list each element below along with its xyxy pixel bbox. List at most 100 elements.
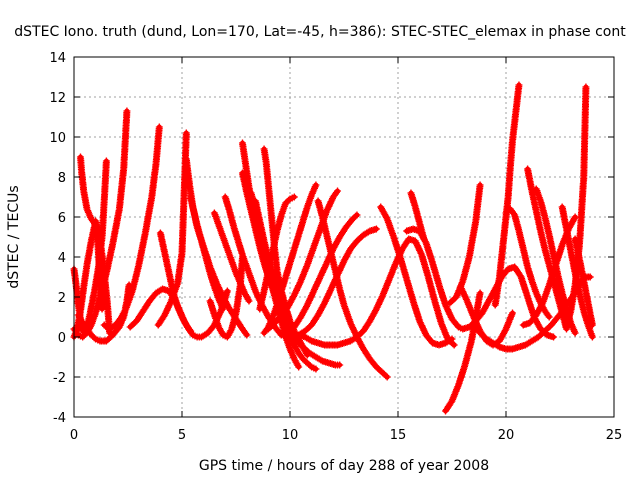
marker-trail: [140, 298, 153, 314]
marker-trail: [423, 332, 435, 346]
marker-trail: [511, 213, 522, 233]
series-5: [81, 157, 110, 337]
marker-trail: [550, 253, 561, 277]
marker-trail: [330, 235, 343, 251]
marker-trail: [447, 294, 459, 306]
marker-trail: [296, 351, 306, 361]
marker-trail: [491, 340, 502, 350]
marker-trail: [412, 205, 423, 225]
data-point: [327, 285, 335, 293]
y-tick-label: -4: [53, 411, 66, 426]
x-axis-label: GPS time / hours of day 288 of year 2008: [199, 458, 489, 474]
data-point: [213, 279, 221, 287]
marker-trail: [215, 297, 226, 311]
y-tick-label: 12: [49, 91, 66, 106]
marker-trail: [102, 322, 111, 332]
marker-trail: [142, 195, 155, 235]
marker-trail: [266, 320, 278, 332]
marker-trail: [287, 347, 298, 361]
marker-trail: [98, 199, 108, 239]
marker-trail: [288, 194, 296, 202]
marker-trail: [220, 295, 233, 311]
marker-trail: [315, 199, 326, 219]
marker-trail: [350, 212, 359, 222]
marker-trail: [442, 303, 455, 321]
marker-trail: [78, 169, 87, 193]
marker-trail: [459, 255, 473, 283]
marker-trail: [533, 209, 544, 233]
marker-trail: [342, 338, 353, 346]
marker-trail: [240, 327, 250, 337]
marker-trail: [542, 322, 554, 334]
marker-trail: [546, 263, 557, 283]
marker-trail: [211, 285, 222, 301]
marker-trail: [429, 261, 443, 287]
data-series: [70, 81, 596, 415]
marker-trail: [512, 83, 523, 115]
marker-trail: [412, 239, 425, 257]
marker-trail: [348, 238, 360, 252]
marker-trail: [84, 327, 94, 337]
marker-trail: [248, 209, 259, 231]
marker-trail: [541, 215, 553, 237]
marker-trail: [228, 311, 240, 331]
marker-trail: [71, 327, 81, 337]
marker-trail: [291, 279, 304, 297]
marker-trail: [269, 229, 281, 253]
marker-trail: [183, 157, 193, 187]
marker-trail: [457, 285, 470, 303]
data-point: [321, 299, 329, 307]
marker-trail: [527, 312, 539, 326]
marker-trail: [509, 111, 519, 143]
marker-trail: [524, 295, 538, 319]
marker-trail: [252, 227, 263, 249]
marker-trail: [332, 269, 343, 291]
marker-trail: [114, 315, 124, 325]
marker-trail: [83, 311, 94, 329]
marker-trail: [319, 215, 330, 237]
marker-trail: [580, 279, 592, 305]
marker-trail: [425, 275, 438, 303]
marker-trail: [109, 207, 123, 245]
marker-trail: [443, 336, 454, 346]
marker-trail: [262, 161, 272, 187]
marker-trail: [216, 325, 226, 337]
data-point: [377, 203, 385, 211]
marker-trail: [295, 219, 306, 237]
marker-trail: [380, 370, 390, 380]
marker-trail: [154, 286, 165, 296]
marker-trail: [75, 313, 86, 325]
marker-trail: [174, 251, 186, 285]
data-point: [310, 287, 318, 295]
marker-trail: [294, 338, 306, 350]
marker-trail: [157, 231, 168, 255]
data-point: [372, 305, 380, 313]
y-tick-label: 4: [58, 251, 66, 266]
marker-trail: [576, 291, 587, 313]
marker-trail: [95, 235, 106, 267]
x-tick-label: 15: [390, 428, 407, 443]
marker-trail: [536, 328, 548, 340]
marker-trail: [550, 279, 561, 299]
marker-trail: [307, 350, 318, 360]
data-point: [323, 259, 331, 267]
marker-trail: [168, 281, 181, 303]
marker-trail: [529, 279, 540, 295]
marker-trail: [416, 319, 429, 337]
marker-trail: [504, 345, 515, 353]
marker-trail: [520, 247, 531, 269]
marker-trail: [554, 295, 566, 315]
y-tick-label: 6: [58, 211, 66, 226]
marker-trail: [455, 363, 468, 387]
series-33: [446, 181, 484, 307]
marker-trail: [397, 255, 410, 281]
marker-trail: [77, 285, 87, 313]
marker-trail: [183, 323, 194, 333]
marker-trail: [343, 216, 356, 230]
marker-trail: [291, 314, 304, 330]
marker-trail: [334, 361, 341, 369]
marker-trail: [84, 207, 95, 221]
marker-trail: [256, 219, 268, 243]
marker-trail: [147, 290, 159, 304]
